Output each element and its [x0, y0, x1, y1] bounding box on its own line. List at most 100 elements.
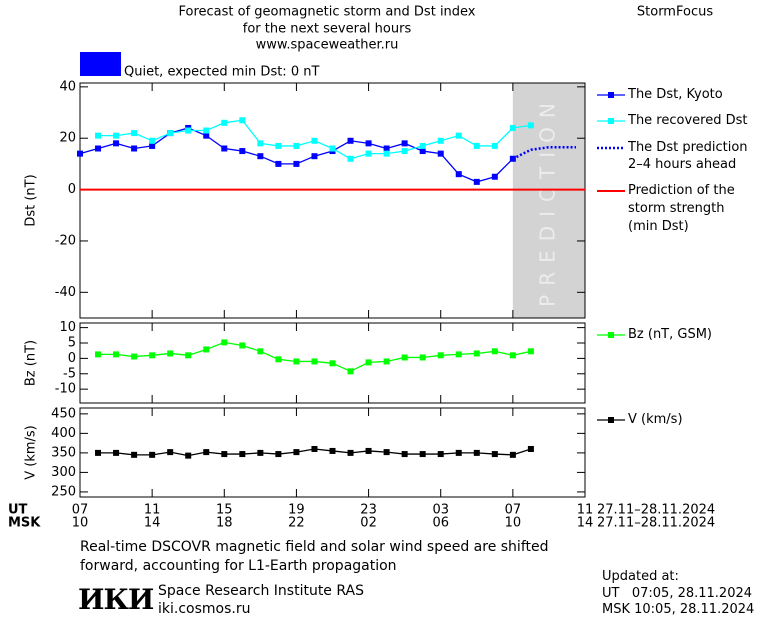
data-point [419, 354, 426, 361]
data-point [509, 352, 516, 359]
updated-ut: UT 07:05, 28.11.2024 [602, 586, 753, 601]
y-tick-label: 250 [51, 484, 76, 499]
y-tick-label: 450 [51, 406, 76, 421]
y-tick-label: 350 [51, 445, 76, 460]
x-tick-label: 02 [360, 516, 377, 531]
data-point [401, 451, 408, 458]
brand: StormFocus [637, 5, 713, 20]
x-tick-label: 10 [72, 516, 89, 531]
data-point [329, 447, 336, 454]
data-point [113, 132, 120, 139]
plot-frame [79, 82, 586, 319]
data-point [527, 445, 534, 452]
data-point [527, 122, 534, 129]
prediction-band [512, 83, 585, 318]
legend-label: The recovered Dst [628, 113, 748, 128]
data-point [491, 173, 498, 180]
data-point [401, 148, 408, 155]
legend-marker [608, 417, 614, 423]
y-axis-label: Dst (nT) [24, 174, 39, 226]
legend-marker [608, 332, 614, 338]
data-point [113, 140, 120, 147]
data-point [275, 451, 282, 458]
data-point [365, 150, 372, 157]
data-point [293, 449, 300, 456]
data-point [509, 451, 516, 458]
data-point [221, 145, 228, 152]
data-point [257, 348, 264, 355]
data-point [527, 348, 534, 355]
legend-marker [608, 92, 614, 98]
date-range: 27.11–28.11.2024 [597, 503, 715, 518]
data-point [491, 348, 498, 355]
data-point [131, 130, 138, 137]
data-point [203, 127, 210, 134]
data-point [437, 137, 444, 144]
data-point [257, 140, 264, 147]
x-tick-label: 19 [288, 503, 305, 518]
data-point [185, 127, 192, 134]
x-tick-label: 15 [216, 503, 233, 518]
y-tick-label: 5 [68, 336, 76, 351]
y-tick-label: 20 [59, 131, 76, 146]
y-axis-label: V (km/s) [24, 425, 39, 480]
y-tick-label: 400 [51, 426, 76, 441]
y-tick-label: -5 [63, 366, 76, 381]
data-point [311, 137, 318, 144]
legend-label: Prediction of the storm strength (min Ds… [628, 183, 735, 234]
data-point [239, 451, 246, 458]
data-point [149, 142, 156, 149]
data-point [221, 451, 228, 458]
series-line [98, 341, 532, 373]
legend-label: Bz (nT, GSM) [628, 327, 713, 342]
data-point [509, 124, 516, 131]
data-point [221, 119, 228, 126]
title-line: for the next several hours [243, 22, 412, 37]
data-point [437, 451, 444, 458]
data-point [95, 449, 102, 456]
data-point [203, 449, 210, 456]
data-point [131, 451, 138, 458]
data-point [275, 142, 282, 149]
data-point [239, 342, 246, 349]
logo: ИКИ [78, 583, 154, 616]
updated-title: Updated at: [602, 569, 679, 584]
data-point [113, 449, 120, 456]
legend-marker [608, 118, 614, 124]
data-point [131, 353, 138, 360]
data-point [365, 359, 372, 366]
data-point [383, 449, 390, 456]
site: iki.cosmos.ru [158, 601, 251, 617]
legend-label: V (km/s) [628, 412, 683, 427]
data-point [401, 354, 408, 361]
legend-label: The Dst prediction 2–4 hours ahead [628, 140, 748, 172]
series-line [79, 127, 514, 183]
x-tick-label: 14 [577, 516, 594, 531]
prediction-label: PREDICTION [535, 94, 559, 307]
data-point [473, 350, 480, 357]
data-point [383, 150, 390, 157]
data-point [419, 142, 426, 149]
data-point [167, 350, 174, 357]
x-tick-label: 14 [144, 516, 161, 531]
footer-note: Real-time DSCOVR magnetic field and sola… [80, 539, 549, 574]
data-point [203, 346, 210, 353]
data-point [257, 449, 264, 456]
data-point [167, 130, 174, 137]
data-point [365, 140, 372, 147]
title-line: www.spaceweather.ru [256, 38, 399, 53]
data-point [329, 145, 336, 152]
data-point [113, 351, 120, 358]
data-point [419, 148, 426, 155]
data-point [437, 150, 444, 157]
y-tick-label: 40 [59, 79, 76, 94]
x-tick-label: 06 [432, 516, 449, 531]
x-tick-label: 18 [216, 516, 233, 531]
data-point [491, 142, 498, 149]
y-axis-label: Bz (nT) [24, 340, 39, 386]
institute: Space Research Institute RAS [158, 583, 364, 599]
title-line: Forecast of geomagnetic storm and Dst in… [178, 5, 475, 20]
data-point [347, 155, 354, 162]
data-point [347, 449, 354, 456]
